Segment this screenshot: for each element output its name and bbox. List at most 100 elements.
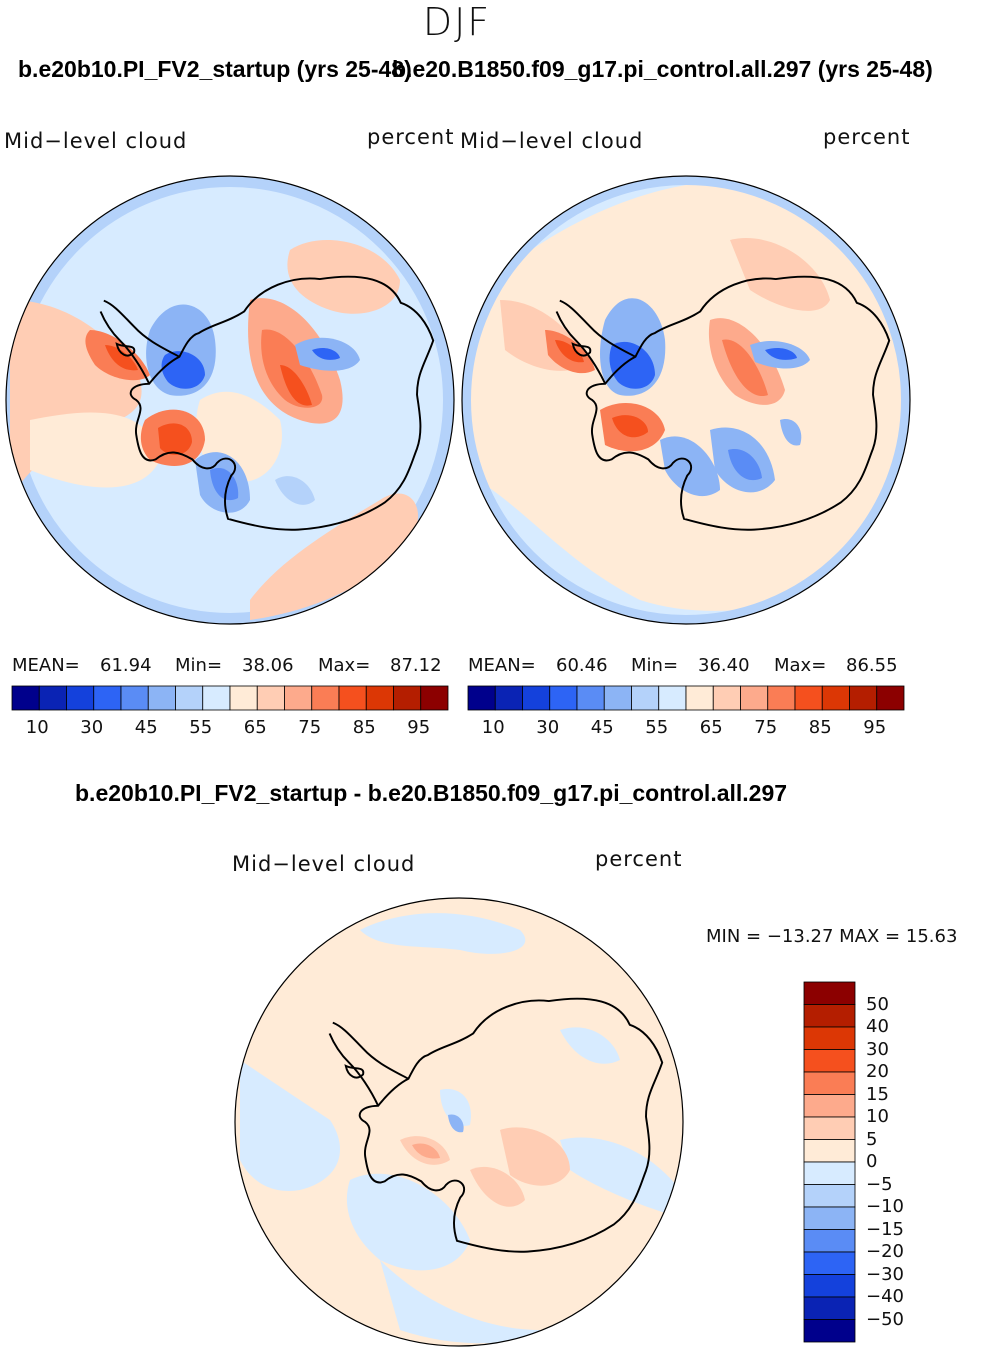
difference-colorbar-tick-label: −40 — [866, 1286, 904, 1307]
left-colorbar-swatch — [229, 685, 258, 711]
left-colorbar-tick-label: 65 — [243, 717, 267, 738]
right-max-label: Max= — [774, 655, 827, 676]
left-colorbar-swatch — [66, 685, 95, 711]
right-colorbar-swatch — [467, 685, 496, 711]
difference-colorbar-swatch — [803, 1274, 856, 1298]
left-colorbar-tick-label: 10 — [25, 717, 49, 738]
difference-cloud-map — [235, 898, 683, 1346]
right-colorbar-swatch — [658, 685, 687, 711]
difference-colorbar-swatch — [803, 1026, 856, 1050]
difference-colorbar-swatch — [803, 1004, 856, 1028]
difference-colorbar-swatch — [803, 1049, 856, 1073]
difference-colorbar-tick-label: 40 — [866, 1016, 889, 1037]
right-colorbar-tick-label: 10 — [481, 717, 505, 738]
difference-colorbar-swatch — [803, 1206, 856, 1230]
season-title: DJF — [422, 0, 492, 44]
difference-colorbar-swatch — [803, 1319, 856, 1343]
difference-map-border — [234, 897, 684, 1347]
left-map-border — [5, 175, 455, 625]
left-colorbar-swatch — [147, 685, 176, 711]
left-units-label: percent — [367, 125, 455, 149]
right-colorbar-swatch — [712, 685, 741, 711]
left-min-value: 38.06 — [242, 655, 294, 676]
left-cloud-map — [6, 176, 454, 624]
difference-colorbar-swatch — [803, 1229, 856, 1253]
left-colorbar-tick-label: 45 — [134, 717, 158, 738]
left-colorbar-swatch — [284, 685, 313, 711]
left-colorbar-swatch — [93, 685, 122, 711]
left-colorbar-tick-label: 85 — [352, 717, 376, 738]
difference-colorbar-tick-label: −20 — [866, 1241, 904, 1262]
left-max-value: 87.12 — [390, 655, 442, 676]
right-colorbar-swatch — [603, 685, 632, 711]
left-colorbar-tick-label: 75 — [298, 717, 322, 738]
left-colorbar-swatch — [120, 685, 149, 711]
left-colorbar — [11, 685, 449, 711]
right-colorbar-swatch — [821, 685, 850, 711]
left-colorbar-tick-label: 55 — [189, 717, 213, 738]
left-colorbar-swatch — [11, 685, 40, 711]
left-min-label: Min= — [175, 655, 223, 676]
left-colorbar-swatch — [202, 685, 231, 711]
right-colorbar-tick-label: 55 — [645, 717, 669, 738]
difference-colorbar-swatch — [803, 1071, 856, 1095]
left-colorbar-swatch — [338, 685, 367, 711]
difference-colorbar-swatch — [803, 1296, 856, 1320]
right-colorbar-tick-label: 95 — [863, 717, 887, 738]
right-colorbar-tick-label: 45 — [590, 717, 614, 738]
left-colorbar-tick-label: 95 — [407, 717, 431, 738]
left-panel-header: b.e20b10.PI_FV2_startup (yrs 25-48) — [18, 56, 412, 82]
left-colorbar-tick-label: 30 — [80, 717, 104, 738]
difference-colorbar-tick-label: 20 — [866, 1061, 889, 1082]
right-mean-value: 60.46 — [556, 655, 608, 676]
left-max-label: Max= — [318, 655, 371, 676]
difference-header: b.e20b10.PI_FV2_startup - b.e20.B1850.f0… — [75, 780, 788, 806]
difference-colorbar-tick-label: 50 — [866, 993, 889, 1015]
difference-colorbar-swatch — [803, 1161, 856, 1185]
difference-colorbar-tick-label: −50 — [866, 1308, 904, 1330]
right-colorbar-swatch — [522, 685, 551, 711]
left-mean-value: 61.94 — [100, 655, 152, 676]
right-colorbar-tick-label: 65 — [699, 717, 723, 738]
right-units-label: percent — [823, 125, 911, 149]
right-colorbar-tick-label: 85 — [808, 717, 832, 738]
right-colorbar-swatch — [494, 685, 523, 711]
difference-colorbar-tick-label: 5 — [866, 1128, 878, 1150]
left-colorbar-swatch — [256, 685, 285, 711]
difference-colorbar-tick-label: −30 — [866, 1263, 904, 1285]
difference-colorbar-tick-label: 10 — [866, 1106, 889, 1127]
right-max-value: 86.55 — [846, 655, 898, 676]
difference-colorbar-tick-label: −15 — [866, 1218, 904, 1240]
left-colorbar-swatch — [393, 685, 422, 711]
difference-colorbar-tick-label: −10 — [866, 1196, 904, 1217]
right-colorbar-swatch — [740, 685, 769, 711]
right-mean-label: MEAN= — [468, 655, 536, 676]
difference-variable-label: Mid−level cloud — [232, 852, 416, 876]
right-variable-label: Mid−level cloud — [460, 129, 644, 153]
right-colorbar-swatch — [849, 685, 878, 711]
difference-colorbar-tick-label: 0 — [866, 1151, 878, 1172]
right-colorbar-swatch — [685, 685, 714, 711]
right-map-border — [461, 175, 911, 625]
right-colorbar-swatch — [767, 685, 796, 711]
left-colorbar-swatch — [311, 685, 340, 711]
left-mean-label: MEAN= — [12, 655, 80, 676]
difference-colorbar-swatch — [803, 1094, 856, 1118]
difference-colorbar-swatch — [803, 1184, 856, 1208]
difference-range: MIN = −13.27 MAX = 15.63 — [706, 926, 958, 947]
right-colorbar-swatch — [631, 685, 660, 711]
difference-colorbar-swatch — [803, 981, 856, 1005]
right-colorbar-swatch — [876, 685, 905, 711]
right-colorbar — [467, 685, 905, 711]
right-colorbar-tick-label: 30 — [536, 717, 560, 738]
right-min-label: Min= — [631, 655, 679, 676]
difference-colorbar-swatch — [803, 1251, 856, 1275]
right-colorbar-swatch — [576, 685, 605, 711]
difference-colorbar-tick-label: 15 — [866, 1083, 889, 1105]
right-panel-header: b.e20.B1850.f09_g17.pi_control.all.297 (… — [392, 56, 933, 82]
left-colorbar-swatch — [38, 685, 67, 711]
difference-colorbar-tick-label: 30 — [866, 1038, 889, 1060]
left-colorbar-swatch — [365, 685, 394, 711]
difference-colorbar — [803, 981, 856, 1343]
right-min-value: 36.40 — [698, 655, 750, 676]
